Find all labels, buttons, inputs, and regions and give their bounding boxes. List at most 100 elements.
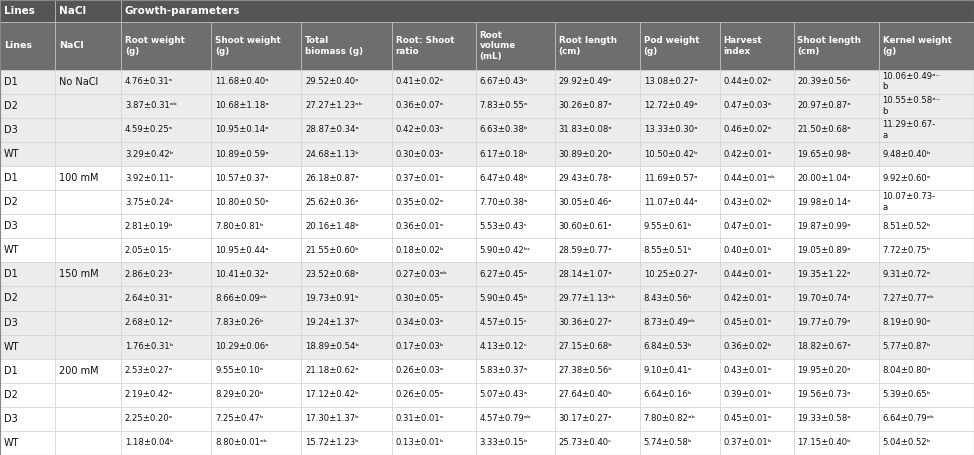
Text: 0.39±0.01ᵇ: 0.39±0.01ᵇ [724, 390, 772, 399]
Text: D1: D1 [4, 269, 18, 279]
Text: 3.87±0.31ᵃᵇ: 3.87±0.31ᵃᵇ [125, 101, 176, 111]
Bar [121, 238, 211, 263]
Bar [301, 359, 392, 383]
Text: 6.27±0.45ᵃ: 6.27±0.45ᵃ [479, 270, 528, 279]
Text: 6.17±0.18ᵇ: 6.17±0.18ᵇ [479, 150, 528, 158]
Text: 8.51±0.52ᵇ: 8.51±0.52ᵇ [882, 222, 931, 231]
Bar [301, 383, 392, 407]
Bar [794, 334, 879, 359]
Text: 0.36±0.02ᵇ: 0.36±0.02ᵇ [724, 342, 772, 351]
Text: D2: D2 [4, 197, 18, 207]
Text: 4.57±0.15ᶜ: 4.57±0.15ᶜ [479, 318, 528, 327]
Text: 9.31±0.72ᵃ: 9.31±0.72ᵃ [882, 270, 931, 279]
Text: 17.15±0.40ᵇ: 17.15±0.40ᵇ [798, 439, 851, 447]
Text: Pod weight
(g): Pod weight (g) [644, 36, 699, 56]
Bar [301, 263, 392, 287]
Bar [475, 359, 554, 383]
Bar [720, 22, 794, 70]
Bar [56, 407, 121, 431]
Text: 7.70±0.38ᵃ: 7.70±0.38ᵃ [479, 197, 528, 207]
Text: 18.82±0.67ᵃ: 18.82±0.67ᵃ [798, 342, 851, 351]
Text: 27.27±1.23ᵃᵇ: 27.27±1.23ᵃᵇ [305, 101, 362, 111]
Text: 2.53±0.27ᵃ: 2.53±0.27ᵃ [125, 366, 173, 375]
Bar [392, 431, 475, 455]
Bar [794, 407, 879, 431]
Bar [879, 407, 974, 431]
Bar [640, 263, 720, 287]
Bar [56, 238, 121, 263]
Text: 8.04±0.80ᵃ: 8.04±0.80ᵃ [882, 366, 931, 375]
Text: 6.64±0.16ᵇ: 6.64±0.16ᵇ [644, 390, 693, 399]
Bar [720, 118, 794, 142]
Text: 19.65±0.98ᵃ: 19.65±0.98ᵃ [798, 150, 851, 158]
Bar [56, 383, 121, 407]
Bar [56, 310, 121, 334]
Bar [121, 214, 211, 238]
Text: 5.74±0.58ᵇ: 5.74±0.58ᵇ [644, 439, 693, 447]
Text: D3: D3 [4, 125, 18, 135]
Text: 0.47±0.03ᵃ: 0.47±0.03ᵃ [724, 101, 771, 111]
Bar [0, 22, 56, 70]
Bar [720, 166, 794, 190]
Text: 10.25±0.27ᵃ: 10.25±0.27ᵃ [644, 270, 697, 279]
Text: 27.64±0.40ᵇ: 27.64±0.40ᵇ [558, 390, 613, 399]
Text: 8.29±0.20ᵇ: 8.29±0.20ᵇ [215, 390, 264, 399]
Text: 10.50±0.42ᵇ: 10.50±0.42ᵇ [644, 150, 697, 158]
Bar [301, 214, 392, 238]
Text: 19.95±0.20ᵃ: 19.95±0.20ᵃ [798, 366, 851, 375]
Text: Total
biomass (g): Total biomass (g) [305, 36, 363, 56]
Text: 4.13±0.12ᶜ: 4.13±0.12ᶜ [479, 342, 528, 351]
Bar [56, 334, 121, 359]
Bar [211, 118, 301, 142]
Text: 10.41±0.32ᵃ: 10.41±0.32ᵃ [215, 270, 269, 279]
Bar [211, 22, 301, 70]
Text: 24.68±1.13ᵇ: 24.68±1.13ᵇ [305, 150, 359, 158]
Bar [211, 190, 301, 214]
Bar [301, 22, 392, 70]
Bar [475, 70, 554, 94]
Bar [720, 142, 794, 166]
Bar [794, 431, 879, 455]
Text: 19.77±0.79ᵃ: 19.77±0.79ᵃ [798, 318, 851, 327]
Bar [879, 310, 974, 334]
Bar [301, 334, 392, 359]
Text: 7.25±0.47ᵇ: 7.25±0.47ᵇ [215, 415, 264, 424]
Text: 10.68±1.18ᵃ: 10.68±1.18ᵃ [215, 101, 269, 111]
Bar [640, 238, 720, 263]
Text: 30.26±0.87ᵃ: 30.26±0.87ᵃ [558, 101, 613, 111]
Bar [0, 287, 56, 310]
Bar [640, 287, 720, 310]
Text: 28.14±1.07ᵃ: 28.14±1.07ᵃ [558, 270, 613, 279]
Text: 15.72±1.23ᵇ: 15.72±1.23ᵇ [305, 439, 359, 447]
Text: 20.39±0.56ᵃ: 20.39±0.56ᵃ [798, 77, 851, 86]
Text: 26.18±0.87ᵃ: 26.18±0.87ᵃ [305, 174, 359, 182]
Bar [211, 214, 301, 238]
Text: 11.29±0.67-
a: 11.29±0.67- a [882, 120, 936, 140]
Bar [211, 287, 301, 310]
Text: 27.15±0.68ᵇ: 27.15±0.68ᵇ [558, 342, 613, 351]
Text: 0.36±0.07ᵃ: 0.36±0.07ᵃ [395, 101, 444, 111]
Text: 17.12±0.42ᵇ: 17.12±0.42ᵇ [305, 390, 359, 399]
Bar [720, 310, 794, 334]
Bar [475, 383, 554, 407]
Bar [211, 383, 301, 407]
Text: 2.25±0.20ᵃ: 2.25±0.20ᵃ [125, 415, 173, 424]
Bar [211, 310, 301, 334]
Bar [0, 407, 56, 431]
Bar [475, 214, 554, 238]
Bar [211, 142, 301, 166]
Bar [0, 0, 56, 22]
Bar [0, 238, 56, 263]
Text: 2.64±0.31ᵃ: 2.64±0.31ᵃ [125, 294, 173, 303]
Text: 8.73±0.49ᵃᵇ: 8.73±0.49ᵃᵇ [644, 318, 695, 327]
Bar [121, 118, 211, 142]
Text: 12.72±0.49ᵃ: 12.72±0.49ᵃ [644, 101, 697, 111]
Text: 8.55±0.51ᵇ: 8.55±0.51ᵇ [644, 246, 693, 255]
Bar [794, 287, 879, 310]
Text: 25.73±0.40ᶜ: 25.73±0.40ᶜ [558, 439, 612, 447]
Bar [640, 190, 720, 214]
Bar [554, 142, 640, 166]
Text: WT: WT [4, 245, 19, 255]
Text: 19.73±0.91ᵇ: 19.73±0.91ᵇ [305, 294, 359, 303]
Bar [554, 359, 640, 383]
